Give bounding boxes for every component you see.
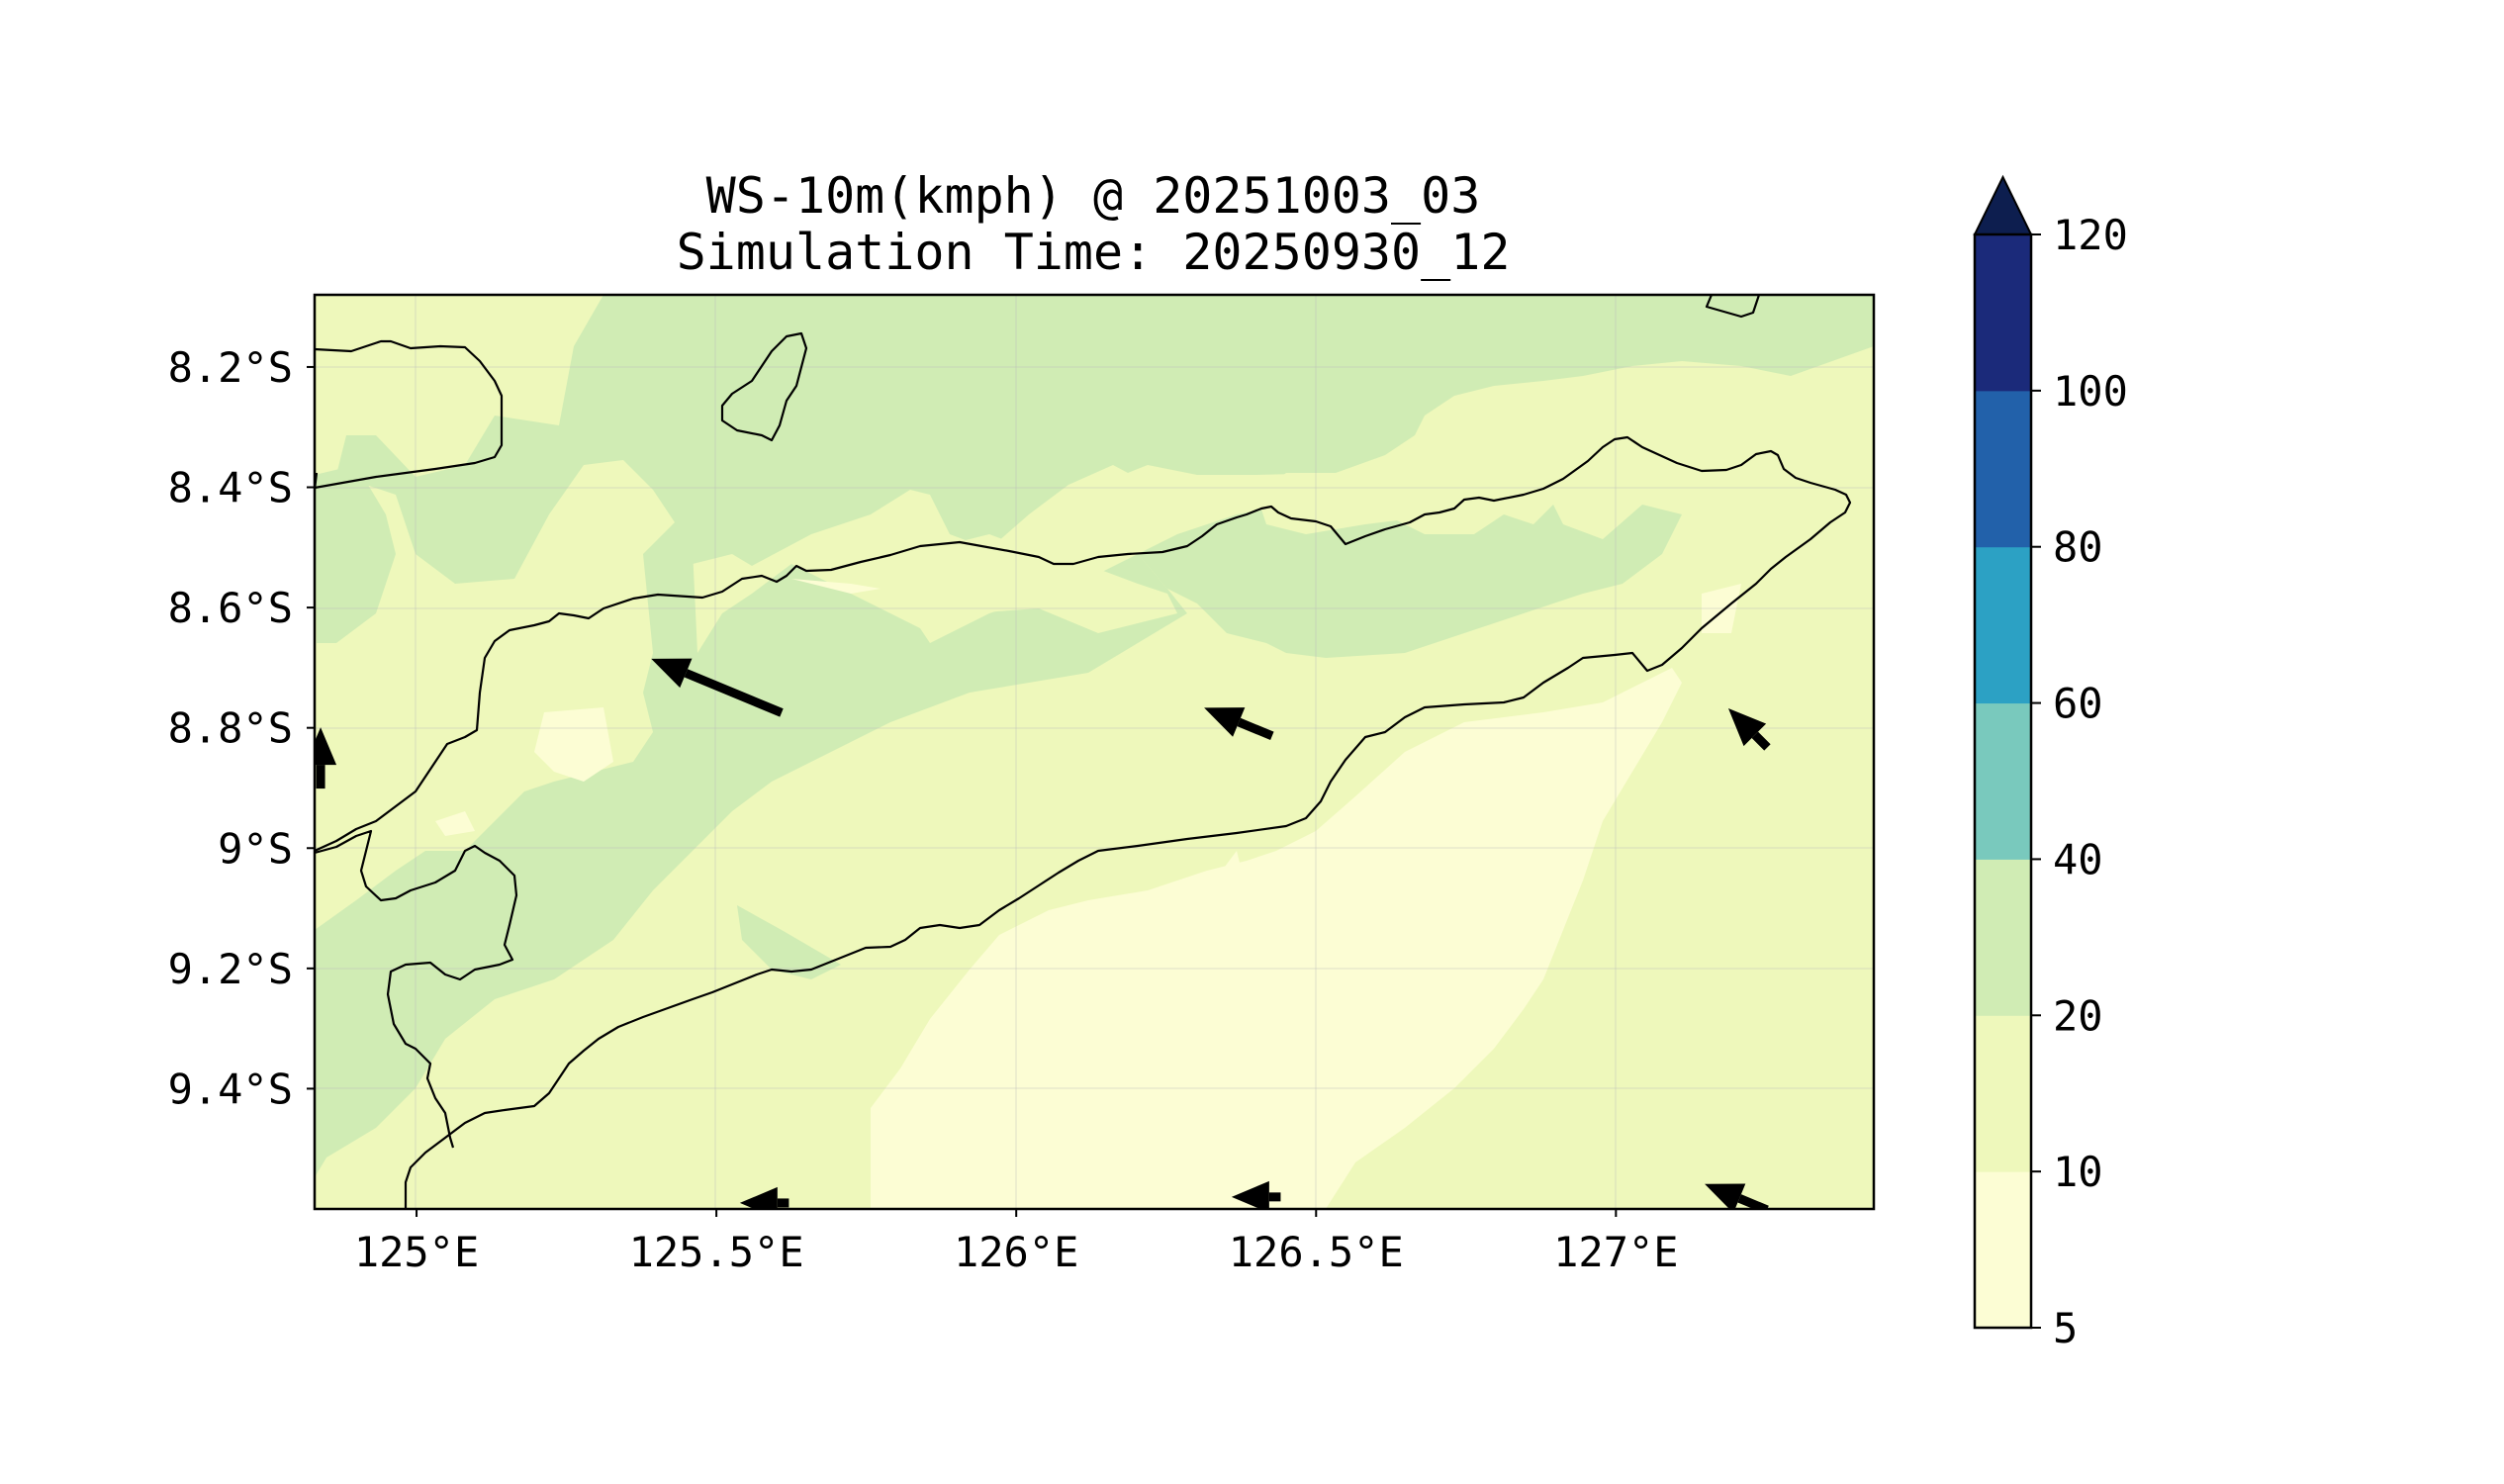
contour-fill-20-40-small	[737, 905, 841, 979]
colorbar-extend-triangle	[1973, 174, 2033, 235]
y-tick-label-9-4-s: 9.4°S	[168, 1065, 293, 1113]
y-tick-label-9-s: 9°S	[218, 824, 293, 873]
wind-vector-3	[1727, 707, 1771, 751]
contour-fill-5-10-notch	[1222, 851, 1252, 925]
wind-vector-2	[1204, 707, 1274, 740]
wind-vectors	[315, 658, 1771, 1209]
colorbar-label-120: 120	[2053, 211, 2128, 259]
map-title: WS-10m(kmph) @ 20251003_03	[706, 167, 1481, 225]
contour-fill-10-20-pocket-a	[910, 534, 1177, 633]
contour-fill-5-10-hill	[534, 707, 613, 782]
colorbar-label-5: 5	[2053, 1304, 2078, 1352]
colorbar-segment-60-80	[1975, 546, 2031, 704]
map-frame	[313, 293, 1876, 1211]
coastline-small-island	[720, 331, 808, 442]
colorbar-segment-80-100	[1975, 390, 2031, 548]
contour-fill-5-10-sliver	[791, 579, 881, 594]
contour-fill-10-20-island-north	[315, 356, 465, 440]
contour-fill-5-10-tiny	[435, 811, 475, 836]
colorbar-segment-20-40	[1975, 859, 2031, 1016]
coastline-alor-south-timor-north	[315, 829, 518, 1149]
wind-vector-6	[1231, 1180, 1281, 1209]
colorbar-label-80: 80	[2053, 523, 2103, 572]
contour-fill-20-40-central	[1138, 500, 1682, 658]
gridlines	[315, 295, 1874, 1209]
colorbar-segment-10-20	[1975, 1015, 2031, 1172]
colorbar-label-20: 20	[2053, 991, 2103, 1040]
x-tick-label-125-e: 125°E	[354, 1228, 479, 1276]
wind-vector-4	[315, 727, 337, 789]
x-tick-label-127-e: 127°E	[1553, 1228, 1678, 1276]
x-tick-label-125-5-e: 125.5°E	[629, 1228, 804, 1276]
colorbar-label-60: 60	[2053, 680, 2103, 728]
map-plot-area	[315, 295, 1874, 1209]
contour-fill-20-40-west	[315, 514, 1187, 1177]
colorbar-segment-40-60	[1975, 702, 2031, 860]
x-tick-label-126-e: 126°E	[954, 1228, 1078, 1276]
x-axis-ticks: 125°E 125.5°E 126°E 126.5°E 127°E	[354, 1209, 1679, 1276]
coastline-wetar-corner	[1705, 295, 1761, 319]
coastline-flores-north	[315, 339, 504, 490]
contour-fill-20-40-north	[315, 295, 1874, 584]
colorbar-outline	[1973, 232, 2033, 1330]
map-subtitle: Simulation Time: 20250930_12	[677, 224, 1511, 281]
colorbar: 5 10 20 40 60 80 100 120	[1973, 174, 2128, 1352]
y-tick-label-8-4-s: 8.4°S	[168, 464, 293, 512]
contour-fill-5-10-south	[871, 668, 1682, 1209]
colorbar-segment-100-120	[1975, 234, 2031, 392]
colorbar-label-10: 10	[2053, 1148, 2103, 1196]
x-tick-label-126-5-e: 126.5°E	[1229, 1228, 1404, 1276]
y-axis-ticks: 8.2°S 8.4°S 8.6°S 8.8°S 9°S 9.2°S 9.4°S	[168, 343, 315, 1113]
colorbar-segment-5-10	[1975, 1171, 2031, 1329]
wind-vector-5	[739, 1186, 789, 1209]
contour-fill-20-40-hill	[653, 693, 752, 801]
colorbar-label-40: 40	[2053, 835, 2103, 883]
contour-fill-20-40-west-inner	[315, 465, 396, 643]
y-tick-label-9-2-s: 9.2°S	[168, 945, 293, 993]
y-tick-label-8-2-s: 8.2°S	[168, 343, 293, 392]
y-tick-label-8-8-s: 8.8°S	[168, 704, 293, 753]
wind-vector-1	[651, 658, 784, 717]
colorbar-label-100: 100	[2053, 367, 2128, 416]
y-tick-label-8-6-s: 8.6°S	[168, 584, 293, 632]
